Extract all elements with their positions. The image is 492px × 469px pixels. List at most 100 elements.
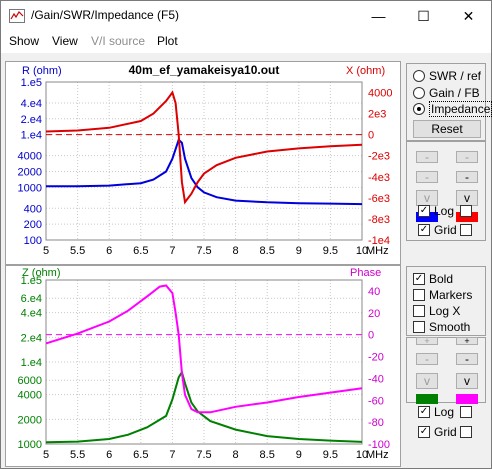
top-log2-checkbox[interactable] bbox=[460, 205, 472, 217]
top-right-scale-minus-button-2[interactable]: - bbox=[456, 170, 478, 184]
bottom-log-check[interactable]: ✓ bbox=[418, 406, 430, 418]
radio-gain-indicator[interactable] bbox=[413, 87, 425, 99]
minimize-button[interactable]: — bbox=[356, 1, 401, 31]
top-right-scale-minus-button[interactable]: - bbox=[456, 150, 478, 164]
plot-frame bbox=[45, 81, 363, 241]
phase-color-swatch[interactable] bbox=[456, 394, 478, 404]
menu-view[interactable]: View bbox=[52, 34, 78, 48]
radio-gain[interactable]: Gain / FB bbox=[413, 85, 480, 101]
markers-check[interactable] bbox=[413, 289, 425, 301]
logx-check[interactable] bbox=[413, 305, 425, 317]
x-tick-label: 8.5 bbox=[260, 245, 275, 257]
z-color-swatch[interactable] bbox=[416, 394, 438, 404]
bottom-right-plus-button[interactable]: + bbox=[456, 336, 478, 346]
radio-swr-indicator[interactable] bbox=[413, 70, 425, 82]
left-tick-label: 100 bbox=[24, 235, 42, 247]
bottom-left-ticks: 1.e5 6.e4 4.e4 2.e4 1.e4 6000 4000 2000 1000 bbox=[18, 275, 42, 451]
right-tick-label: -20 bbox=[368, 352, 384, 364]
bottom-log2-checkbox[interactable] bbox=[460, 406, 472, 418]
x-axis-label: X (ohm) bbox=[346, 65, 385, 77]
left-tick-label: 1.e5 bbox=[21, 275, 42, 287]
bottom-left-plus-button[interactable]: + bbox=[416, 336, 438, 346]
bold-checkbox[interactable]: ✓ Bold bbox=[413, 272, 453, 286]
x-tick-label: 8 bbox=[233, 245, 239, 257]
left-tick-label: 2000 bbox=[18, 414, 42, 426]
top-grid-check[interactable]: ✓ bbox=[418, 224, 430, 236]
reset-button[interactable]: Reset bbox=[413, 120, 481, 138]
maximize-button[interactable]: ☐ bbox=[401, 1, 446, 31]
bold-check[interactable]: ✓ bbox=[413, 273, 425, 285]
top-grid2-checkbox[interactable] bbox=[460, 224, 472, 236]
window-title: /Gain/SWR/Impedance (F5) bbox=[31, 8, 180, 22]
logx-checkbox[interactable]: Log X bbox=[413, 304, 460, 318]
left-tick-label: 2.e4 bbox=[21, 332, 42, 344]
top-log-checkbox[interactable]: ✓ Log bbox=[418, 204, 454, 218]
x-tick-label: 6 bbox=[106, 245, 112, 257]
radio-swr[interactable]: SWR / ref bbox=[413, 68, 481, 84]
top-grid-label: Grid bbox=[434, 223, 457, 237]
top-grid-checkbox[interactable]: ✓ Grid bbox=[418, 223, 457, 237]
smooth-checkbox[interactable]: Smooth bbox=[413, 320, 470, 334]
bottom-left-minus-button[interactable]: - bbox=[416, 352, 438, 366]
close-button[interactable]: ✕ bbox=[446, 1, 491, 31]
r-color-swatch[interactable] bbox=[416, 212, 438, 222]
bottom-left-down-button[interactable]: v bbox=[416, 373, 438, 389]
phase-curve bbox=[45, 284, 363, 414]
left-tick-label: 4.e4 bbox=[21, 308, 42, 320]
radio-impedance-indicator[interactable] bbox=[413, 103, 425, 115]
top-right-down-button[interactable]: v bbox=[456, 190, 478, 206]
radio-impedance-label: Impedance bbox=[429, 101, 492, 117]
menu-plot[interactable]: Plot bbox=[157, 34, 178, 48]
menu-show[interactable]: Show bbox=[9, 34, 40, 48]
close-icon: ✕ bbox=[462, 7, 475, 24]
x-tick-label: 7 bbox=[169, 449, 175, 461]
minimize-icon: — bbox=[371, 8, 386, 24]
right-tick-label: -60 bbox=[368, 395, 384, 407]
resistance-curve bbox=[46, 138, 363, 206]
left-tick-label: 6.e4 bbox=[21, 293, 42, 305]
logx-label: Log X bbox=[429, 304, 461, 318]
top-left-scale-minus-button[interactable]: - bbox=[416, 150, 438, 164]
right-tick-label: 20 bbox=[368, 308, 380, 320]
bottom-grid-check[interactable]: ✓ bbox=[418, 426, 430, 438]
x-tick-label: 10 bbox=[356, 245, 368, 257]
bottom-right-down-button[interactable]: v bbox=[456, 373, 478, 389]
radio-swr-label: SWR / ref bbox=[429, 69, 482, 83]
smooth-label: Smooth bbox=[429, 320, 471, 334]
bottom-log-label: Log bbox=[434, 405, 455, 419]
x-tick-label: 6 bbox=[106, 449, 112, 461]
left-tick-label: 6000 bbox=[18, 375, 42, 387]
radio-gain-label: Gain / FB bbox=[429, 86, 480, 100]
r-axis-label: R (ohm) bbox=[22, 65, 62, 77]
impedance-phase-chart: Z (ohm) Phase 1.e5 6.e4 4.e4 2.e4 1.e4 6000 40… bbox=[5, 265, 401, 467]
smooth-check[interactable] bbox=[413, 321, 425, 333]
right-tick-label: -2e3 bbox=[368, 151, 390, 163]
markers-checkbox[interactable]: Markers bbox=[413, 288, 472, 302]
radio-impedance[interactable]: Impedance bbox=[413, 101, 492, 117]
title-bar[interactable]: /Gain/SWR/Impedance (F5) — ☐ ✕ bbox=[1, 1, 491, 31]
bottom-grid-checkbox[interactable]: ✓ Grid bbox=[418, 425, 457, 439]
top-log-check[interactable]: ✓ bbox=[418, 205, 430, 217]
x-tick-label: 6.5 bbox=[133, 449, 148, 461]
options-panel: ✓ Bold Markers Log X Smooth bbox=[406, 266, 486, 336]
top-left-scale-minus-button-2[interactable]: - bbox=[416, 170, 438, 184]
x-color-swatch[interactable] bbox=[456, 212, 478, 222]
bottom-axis-controls: + + - - v v bbox=[406, 336, 486, 404]
x-tick-label: 7.5 bbox=[196, 449, 211, 461]
bottom-x-ticks: 5 5.5 6 6.5 7 7.5 8 8.5 9 9.5 10 bbox=[43, 449, 368, 461]
bottom-right-minus-button[interactable]: - bbox=[456, 352, 478, 366]
resistance-reactance-chart: R (ohm) 40m_ef_yamakeisya10.out X (ohm) … bbox=[5, 61, 401, 265]
top-grid bbox=[45, 81, 363, 241]
right-tick-label: -80 bbox=[368, 417, 384, 429]
x-tick-label: 5.5 bbox=[70, 449, 85, 461]
bottom-grid2-checkbox[interactable] bbox=[460, 426, 472, 438]
x-tick-label: 5.5 bbox=[70, 245, 85, 257]
z-axis-label: Z (ohm) bbox=[22, 267, 61, 279]
x-tick-label: 9 bbox=[296, 449, 302, 461]
left-tick-label: 400 bbox=[24, 203, 42, 215]
bottom-log-checkbox[interactable]: ✓ Log bbox=[418, 405, 454, 419]
left-tick-label: 1.e5 bbox=[21, 77, 42, 89]
right-tick-label: -100 bbox=[368, 439, 390, 451]
reactance-curve bbox=[45, 90, 363, 205]
menu-vi-source[interactable]: V/I source bbox=[91, 34, 146, 48]
